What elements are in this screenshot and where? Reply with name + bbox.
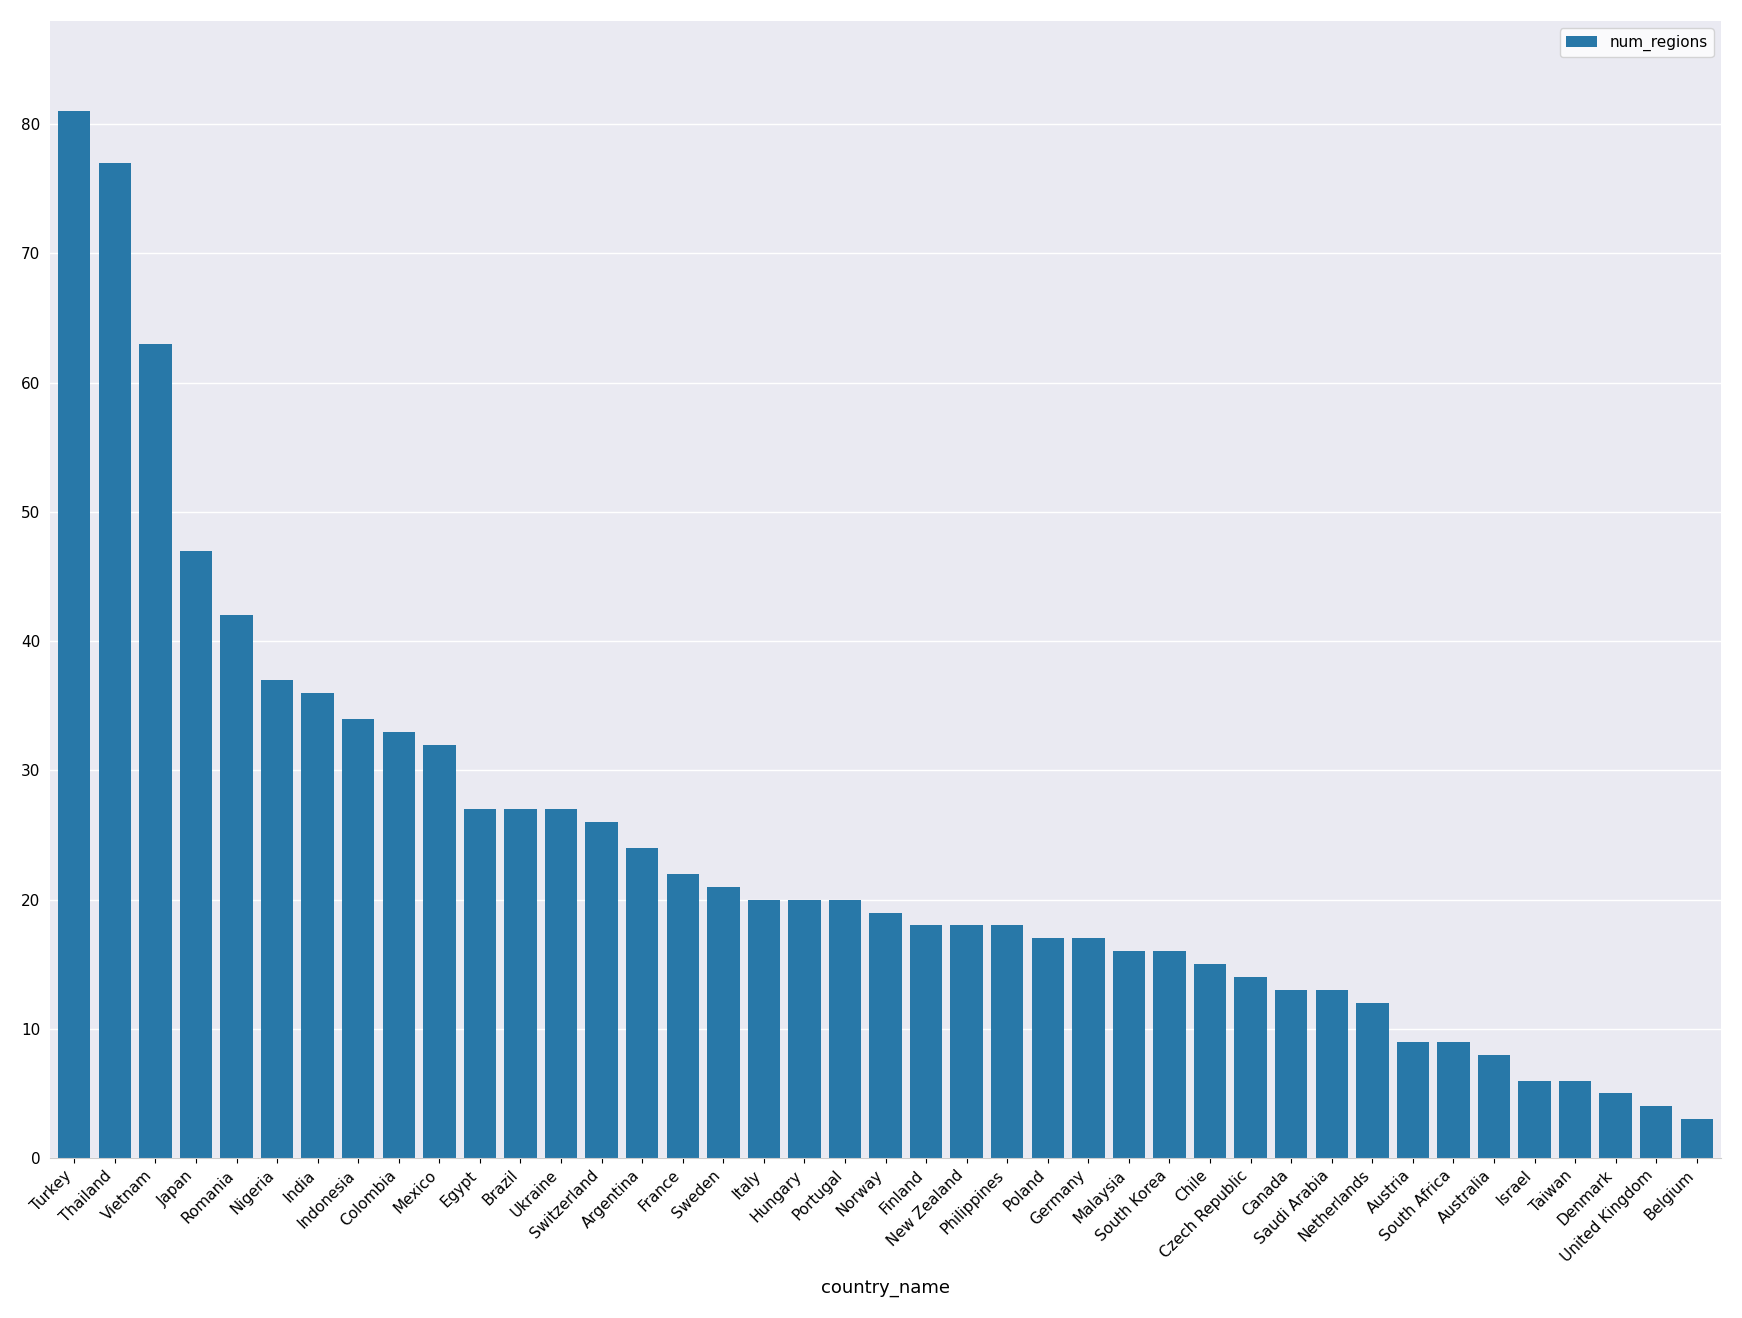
Bar [1113,952,1144,1159]
Bar [1437,1041,1470,1159]
Bar [545,809,577,1159]
Bar [1235,977,1266,1159]
Bar [1681,1119,1712,1159]
Bar [707,887,740,1159]
Bar [1639,1106,1672,1159]
Bar [909,925,942,1159]
Legend: num_regions: num_regions [1561,29,1714,57]
Bar [1599,1094,1632,1159]
Bar [261,680,293,1159]
Bar [463,809,496,1159]
Bar [57,111,91,1159]
Bar [585,822,618,1159]
Bar [383,731,415,1159]
Bar [1519,1081,1550,1159]
Bar [1071,938,1104,1159]
Bar [787,900,820,1159]
Bar [423,745,456,1159]
Bar [179,551,213,1159]
Bar [829,900,861,1159]
Bar [1193,965,1226,1159]
Bar [1153,952,1186,1159]
Bar [503,809,537,1159]
Bar [667,874,699,1159]
Bar [139,344,172,1159]
Bar [99,163,131,1159]
Bar [1315,990,1348,1159]
Bar [1275,990,1308,1159]
Bar [1559,1081,1592,1159]
Bar [1031,938,1064,1159]
Bar [747,900,780,1159]
Bar [625,847,658,1159]
Bar [951,925,982,1159]
Bar [1355,1003,1388,1159]
Bar [869,912,902,1159]
Bar [991,925,1024,1159]
Bar [1477,1054,1510,1159]
Bar [301,693,334,1159]
Bar [1397,1041,1428,1159]
Bar [219,616,253,1159]
Bar [341,718,375,1159]
X-axis label: country_name: country_name [820,1280,949,1297]
